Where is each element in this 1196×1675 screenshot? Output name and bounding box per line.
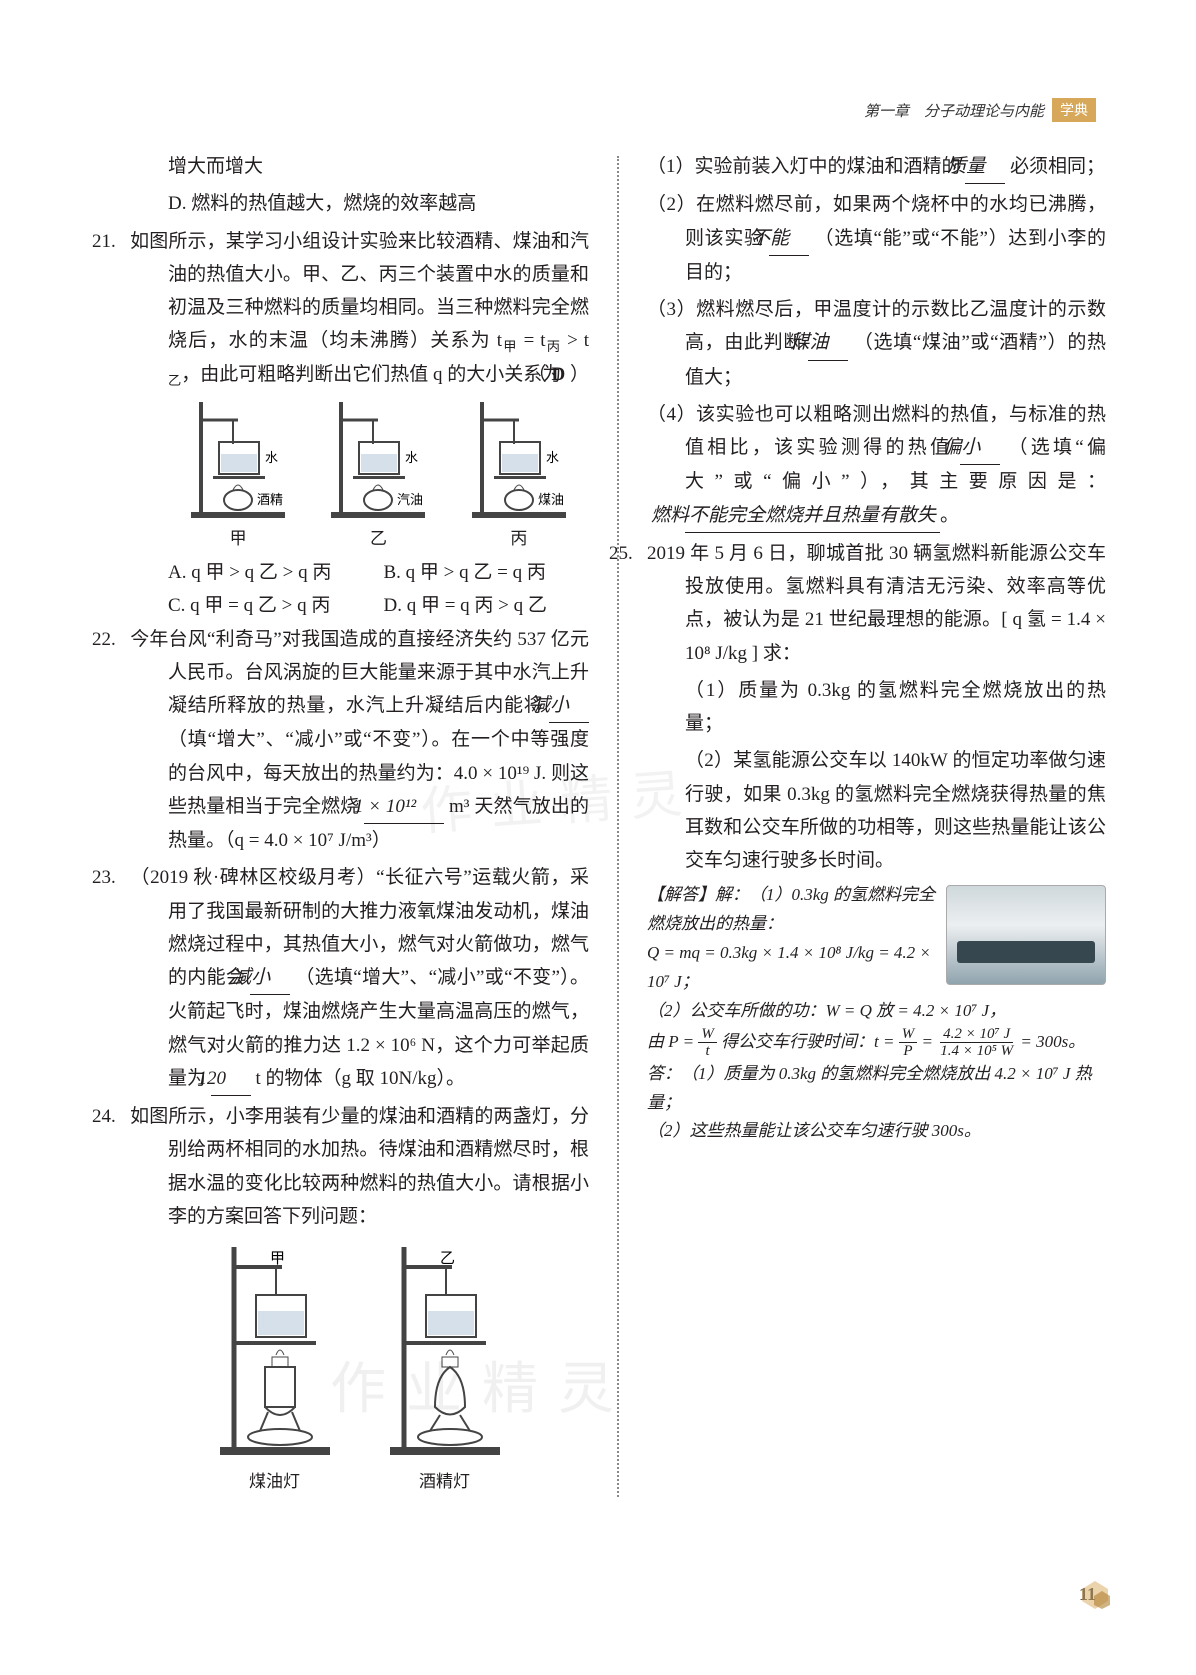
frac-wp: Wt [698, 1026, 717, 1060]
svg-text:酒精: 酒精 [257, 492, 283, 507]
q25-solution: 【解答】解：（1）0.3kg 的氢燃料完全燃烧放出的热量： Q = mq = 0… [647, 881, 1106, 1146]
q21-opt-c: C. q 甲 = q 乙 > q 丙 [168, 589, 374, 622]
svg-text:水: 水 [265, 450, 278, 465]
q23-ans2: 120 [211, 1062, 251, 1096]
svg-text:乙: 乙 [440, 1251, 455, 1267]
lamp-b-label: 酒精灯 [380, 1467, 510, 1497]
q25-s2: （2）某氢能源公交车以 140kW 的恒定功率做匀速行驶，如果 0.3kg 的氢… [647, 744, 1106, 877]
sol-l5: 答：（1）质量为 0.3kg 的氢燃料完全燃烧放出 4.2 × 10⁷ J 热量… [647, 1060, 1106, 1118]
fig-jia: 水 酒精 甲 [183, 402, 293, 554]
q24-3-ans: 煤油 [808, 326, 848, 360]
q24-figure: 甲 煤油灯 [130, 1237, 589, 1497]
q25-text: 2019 年 5 月 6 日，聊城首批 30 辆氢燃料新能源公交车投放使用。氢燃… [647, 543, 1106, 664]
lamp-b: 乙 酒精灯 [380, 1247, 510, 1497]
q21-figures: 水 酒精 甲 水 [130, 396, 589, 556]
q21-stem: 21.如图所示，某学习小组设计实验来比较酒精、煤油和汽油的热值大小。甲、乙、丙三… [130, 225, 589, 393]
svg-text:甲: 甲 [270, 1251, 285, 1267]
book-badge: 学典 [1052, 98, 1096, 122]
q21-opt-a: A. q 甲 > q 乙 > q 丙 [168, 556, 374, 589]
q24-3: （3）燃料燃尽后，甲温度计的示数比乙温度计的示数高，由此判断 煤油 （选填“煤油… [647, 293, 1106, 394]
cap-bing: 丙 [464, 524, 574, 554]
q22-ans1: 减小 [549, 689, 589, 723]
svg-text:水: 水 [405, 450, 418, 465]
q24-1: （1）实验前装入灯中的煤油和酒精的 质量 必须相同； [647, 150, 1106, 184]
q25-s1: （1）质量为 0.3kg 的氢燃料完全燃烧放出的热量； [647, 674, 1106, 741]
q24-text: 如图所示，小李用装有少量的煤油和酒精的两盏灯，分别给两杯相同的水加热。待煤油和酒… [130, 1106, 589, 1227]
sol-l4: 由 P = Wt 得公交车行驶时间：t = WP = 4.2 × 10⁷ J1.… [647, 1026, 1106, 1060]
fig-yi: 水 汽油 乙 [323, 402, 433, 554]
q24-1-post: 必须相同； [1010, 156, 1105, 177]
svg-text:水: 水 [546, 450, 559, 465]
q24-2-ans: 不能 [769, 222, 809, 256]
svg-text:汽油: 汽油 [397, 492, 423, 507]
sol-l6: （2）这些热量能让该公交车匀速行驶 300s。 [647, 1117, 1106, 1146]
content-columns: 增大而增大 D. 燃料的热值越大，燃烧的效率越高 21.如图所示，某学习小组设计… [130, 150, 1106, 1497]
page-header: 第一章 分子动理论与内能 学典 [864, 98, 1096, 122]
q22-ans2: 1 × 10¹² [364, 790, 444, 824]
sol-l4c: = 300s。 [1020, 1032, 1085, 1051]
fig-bing: 水 煤油 丙 [464, 402, 574, 554]
frac-wp2: WP [899, 1026, 918, 1060]
q20-opt-d: D. 燃料的热值越大，燃烧的效率越高 [130, 187, 589, 220]
sol-l4b: 得公交车行驶时间：t = [721, 1032, 894, 1051]
q23-t3: t 的物体（g 取 10N/kg）。 [256, 1068, 466, 1089]
page-dots-icon [1080, 1579, 1110, 1609]
lamp-a: 甲 煤油灯 [210, 1247, 340, 1497]
sol-l4a: 由 P = [647, 1032, 694, 1051]
svg-text:煤油: 煤油 [538, 492, 564, 507]
frac-num: 4.2 × 10⁷ J1.4 × 10⁵ W [937, 1026, 1016, 1060]
q24-1-ans: 质量 [965, 150, 1005, 184]
column-divider [617, 156, 619, 1497]
bus-photo [946, 885, 1106, 985]
left-column: 增大而增大 D. 燃料的热值越大，燃烧的效率越高 21.如图所示，某学习小组设计… [130, 150, 589, 1497]
q21-opts-row2: C. q 甲 = q 乙 > q 丙 D. q 甲 = q 丙 > q 乙 [130, 589, 589, 622]
sol-l3: （2）公交车所做的功：W = Q 放 = 4.2 × 10⁷ J， [647, 997, 1106, 1026]
right-column: （1）实验前装入灯中的煤油和酒精的 质量 必须相同； （2）在燃料燃尽前，如果两… [647, 150, 1106, 1497]
q24-4-ans1: 偏小 [960, 431, 1000, 465]
cap-jia: 甲 [183, 524, 293, 554]
q22: 22.今年台风“利奇马”对我国造成的直接经济失约 537 亿元人民币。台风涡旋的… [130, 623, 589, 858]
q24-4: （4）该实验也可以粗略测出燃料的热值，与标准的热值相比，该实验测得的热值 偏小 … [647, 398, 1106, 533]
q20-cont: 增大而增大 [130, 150, 589, 183]
q24-1-pre: （1）实验前装入灯中的煤油和酒精的 [647, 156, 961, 177]
q25: 25.2019 年 5 月 6 日，聊城首批 30 辆氢燃料新能源公交车投放使用… [647, 537, 1106, 670]
q21-opt-d: D. q 甲 = q 丙 > q 乙 [384, 589, 590, 622]
q24-4-ans2: 燃料不能完全燃烧并且热量有散失 [685, 499, 940, 533]
q21-text2: ，由此可粗略判断出它们热值 q 的大小关系为 [181, 364, 561, 385]
q24: 24.如图所示，小李用装有少量的煤油和酒精的两盏灯，分别给两杯相同的水加热。待煤… [130, 1100, 589, 1233]
q23: 23.（2019 秋·碑林区校级月考）“长征六号”运载火箭，采用了我国最新研制的… [130, 861, 589, 1096]
chapter-title: 第一章 分子动理论与内能 [864, 100, 1044, 121]
q21-text1: 如图所示，某学习小组设计实验来比较酒精、煤油和汽油的热值大小。甲、乙、丙三个装置… [130, 231, 589, 352]
lamp-a-label: 煤油灯 [210, 1467, 340, 1497]
q23-ans1: 减小 [250, 961, 290, 995]
q24-2: （2）在燃料燃尽前，如果两个烧杯中的水均已沸腾，则该实验 不能 （选填“能”或“… [647, 188, 1106, 289]
q21-opts-row1: A. q 甲 > q 乙 > q 丙 B. q 甲 > q 乙 = q 丙 [130, 556, 589, 589]
q21-opt-b: B. q 甲 > q 乙 = q 丙 [384, 556, 590, 589]
q22-t1: 今年台风“利奇马”对我国造成的直接经济失约 537 亿元人民币。台风涡旋的巨大能… [130, 629, 589, 717]
cap-yi: 乙 [323, 524, 433, 554]
